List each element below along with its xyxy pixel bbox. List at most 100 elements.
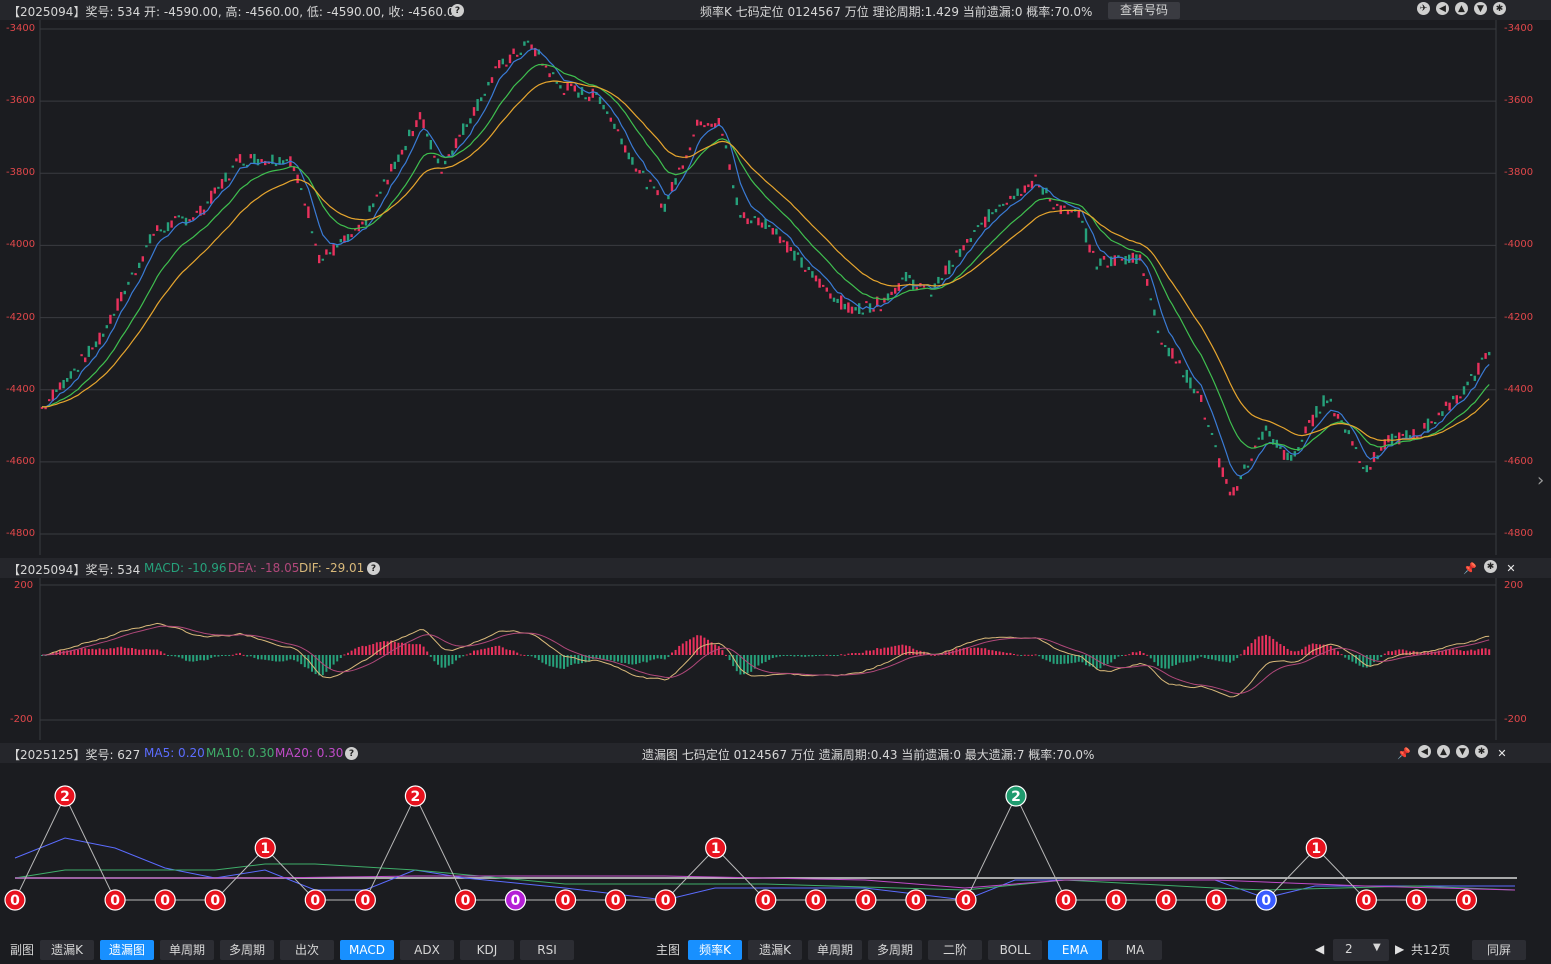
miss-header: 【2025125】奖号: 627 MA5: 0.20 MA10: 0.30 MA… — [0, 743, 1551, 763]
miss-chart: 0 2 0 0 0 1 0 0 2 0 0 0 0 0 1 0 0 0 0 0 2 0 0 0 0 0 1 0 0 0 — [0, 763, 1551, 935]
expand-right-icon[interactable]: › — [1537, 470, 1545, 491]
tab-0[interactable]: 遗漏K — [40, 940, 94, 960]
macd-bar — [390, 640, 393, 655]
y-tick-label: -4000 — [6, 239, 36, 251]
compass-icon[interactable]: ✈ — [1417, 2, 1430, 15]
view-numbers-button[interactable]: 查看号码 — [1108, 2, 1180, 19]
miss-node-label: 0 — [1462, 893, 1472, 909]
close-icon[interactable]: ✕ — [1497, 746, 1507, 760]
prev-page-icon[interactable]: ◀ — [1315, 942, 1325, 956]
help-icon[interactable]: ? — [367, 562, 380, 575]
tab-8[interactable]: RSI — [520, 940, 574, 960]
miss-node-label: 0 — [1161, 893, 1171, 909]
tab-5[interactable]: BOLL — [988, 940, 1042, 960]
tab-1[interactable]: 遗漏K — [748, 940, 802, 960]
candle — [325, 249, 328, 255]
pin-icon[interactable]: 📌 — [1463, 561, 1477, 575]
next-page-icon[interactable]: ▶ — [1395, 942, 1405, 956]
macd-bar — [559, 655, 562, 669]
tab-7[interactable]: KDJ — [460, 940, 514, 960]
macd-bar — [199, 655, 202, 661]
tab-3[interactable]: 多周期 — [868, 940, 922, 960]
candle — [1174, 361, 1178, 364]
tab-1[interactable]: 遗漏图 — [100, 940, 154, 960]
miss-node: 2 — [1005, 785, 1027, 807]
macd-bar — [451, 655, 454, 665]
candle — [267, 161, 270, 164]
tab-4[interactable]: 出次 — [280, 940, 334, 960]
down-icon[interactable]: ▼ — [1456, 745, 1469, 758]
candle — [271, 154, 274, 165]
macd-bar — [354, 648, 357, 655]
macd-bar — [55, 651, 58, 655]
candle — [836, 298, 839, 303]
macd-bar — [685, 641, 688, 655]
candle — [364, 220, 368, 226]
macd-y-top-left: 200 — [14, 580, 34, 591]
candle — [1149, 298, 1152, 301]
tab-3[interactable]: 多周期 — [220, 940, 274, 960]
tab-2[interactable]: 单周期 — [160, 940, 214, 960]
tab-7[interactable]: MA — [1108, 940, 1162, 960]
macd-bar — [879, 648, 882, 655]
macd-bar — [1135, 652, 1138, 655]
candle — [1480, 357, 1484, 360]
help-icon[interactable]: ? — [451, 4, 464, 17]
macd-bar — [123, 647, 126, 655]
macd-value: MACD: -10.96 — [144, 561, 227, 575]
macd-bar — [642, 655, 645, 662]
tab-0[interactable]: 频率K — [688, 940, 742, 960]
help-icon[interactable]: ? — [345, 747, 358, 760]
tab-6[interactable]: EMA — [1048, 940, 1102, 960]
macd-bar — [537, 655, 540, 661]
candle — [138, 262, 141, 268]
miss-node-label: 0 — [1361, 893, 1371, 909]
tab-4[interactable]: 二阶 — [928, 940, 982, 960]
candle — [505, 64, 508, 67]
macd-bar — [195, 655, 198, 662]
candle — [109, 314, 112, 324]
back-icon[interactable]: ◀ — [1436, 2, 1449, 15]
candle — [1351, 441, 1354, 446]
macd-bar — [897, 645, 900, 655]
candle — [872, 309, 875, 312]
macd-bar — [1473, 650, 1476, 655]
close-icon[interactable]: ✕ — [1506, 561, 1516, 575]
candle — [980, 222, 983, 225]
macd-bar — [966, 647, 969, 655]
page-select[interactable]: 2 ▼ — [1333, 939, 1389, 961]
settings-icon[interactable]: ✱ — [1493, 2, 1506, 15]
macd-bar — [1365, 655, 1368, 668]
macd-bar — [483, 648, 486, 655]
macd-bar — [1221, 655, 1224, 662]
tab-5[interactable]: MACD — [340, 940, 394, 960]
candle — [415, 120, 418, 128]
candle — [602, 104, 605, 110]
candle — [1236, 486, 1239, 491]
back-icon[interactable]: ◀ — [1418, 745, 1431, 758]
settings-icon[interactable]: ✱ — [1475, 745, 1488, 758]
macd-bar — [627, 655, 630, 665]
candle — [1110, 256, 1113, 267]
candle — [303, 203, 306, 206]
settings-icon[interactable]: ✱ — [1484, 560, 1497, 573]
macd-bar — [1452, 649, 1455, 655]
dif-value: DIF: -29.01 — [299, 561, 365, 575]
up-icon[interactable]: ▲ — [1455, 2, 1468, 15]
candle — [130, 272, 134, 275]
pin-icon[interactable]: 📌 — [1397, 746, 1411, 760]
down-icon[interactable]: ▼ — [1474, 2, 1487, 15]
miss-node-label: 0 — [561, 893, 571, 909]
miss-node-label: 0 — [1211, 893, 1221, 909]
macd-bar — [1160, 655, 1163, 669]
tab-6[interactable]: ADX — [400, 940, 454, 960]
macd-bar — [509, 650, 511, 655]
tab-2[interactable]: 单周期 — [808, 940, 862, 960]
macd-bar — [1167, 655, 1170, 669]
candle — [1048, 198, 1052, 202]
candle — [253, 153, 256, 164]
up-icon[interactable]: ▲ — [1437, 745, 1450, 758]
y-tick-label: -4200 — [6, 311, 36, 323]
candle — [904, 271, 908, 282]
sync-screen-button[interactable]: 同屏 — [1472, 940, 1526, 960]
